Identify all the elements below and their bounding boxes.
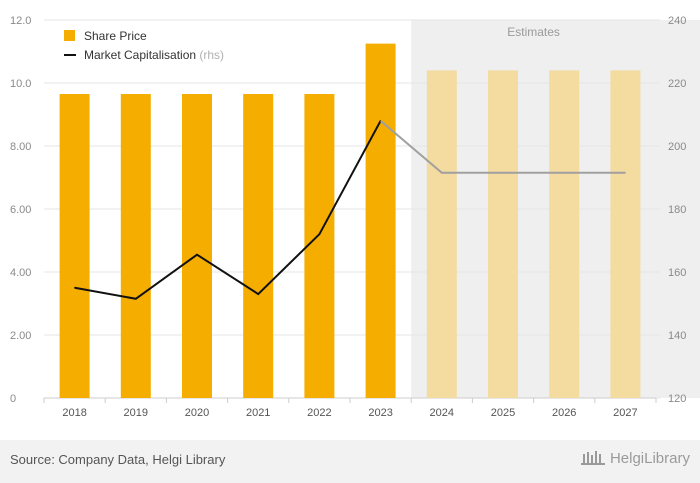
market-cap-point-2018 <box>74 287 76 289</box>
bar-2026 <box>549 70 580 399</box>
bar-2020 <box>182 94 212 399</box>
bar-2018 <box>59 94 90 399</box>
market-cap-line-actual <box>74 120 382 300</box>
legend-swatch-share-price <box>64 30 75 41</box>
market-cap-point-2019 <box>135 298 137 300</box>
market-cap-point-2027 <box>624 172 626 174</box>
y-left-tick-label: 6.00 <box>10 204 31 216</box>
y-right-tick-label: 120 <box>668 393 686 405</box>
x-tick-label: 2018 <box>62 407 86 419</box>
bar-2027 <box>610 70 641 399</box>
estimates-label: Estimates <box>507 25 560 39</box>
legend-rhs-note: (rhs) <box>199 48 224 62</box>
bar-2021 <box>243 94 274 399</box>
market-cap-point-2025 <box>502 172 504 174</box>
y-right-tick-label: 240 <box>668 15 686 27</box>
bar-2023 <box>365 43 396 398</box>
bar-2019 <box>120 94 151 399</box>
source-note: Source: Company Data, Helgi Library <box>10 452 226 467</box>
legend-label-share-price: Share Price <box>84 29 147 43</box>
x-tick-label: 2027 <box>613 407 637 419</box>
brand-logo: HelgiLibrary <box>580 449 690 467</box>
y-left-tick-label: 12.0 <box>10 15 31 27</box>
bar-2025 <box>488 70 518 399</box>
brand-name: HelgiLibrary <box>609 449 690 467</box>
y-left-tick-label: 2.00 <box>10 330 31 342</box>
y-left-tick-label: 8.00 <box>10 141 31 153</box>
bar-2022 <box>304 94 335 399</box>
y-left-tick-label: 0 <box>10 393 16 405</box>
library-icon <box>580 451 605 465</box>
x-tick-label: 2019 <box>124 407 148 419</box>
market-cap-point-2022 <box>318 233 320 235</box>
market-cap-point-2020 <box>196 254 198 256</box>
market-cap-point-2026 <box>563 172 565 174</box>
x-tick-label: 2025 <box>491 407 515 419</box>
y-right-tick-label: 200 <box>668 141 686 153</box>
market-cap-point-2024 <box>441 172 443 174</box>
combo-chart: Estimates 0 120 2.00 140 4.00 160 6.00 180 8.00 20… <box>10 15 700 419</box>
bar-2024 <box>426 70 457 399</box>
legend-label-market-cap: Market Capitalisation (rhs) <box>84 48 224 62</box>
footer: Source: Company Data, Helgi Library Helg… <box>0 440 700 483</box>
y-right-tick-label: 180 <box>668 204 686 216</box>
x-tick-label: 2023 <box>368 407 392 419</box>
market-cap-point-2023 <box>380 120 382 122</box>
x-tick-label: 2021 <box>246 407 270 419</box>
y-left-tick-label: 4.00 <box>10 267 31 279</box>
x-tick-label: 2024 <box>430 407 454 419</box>
market-cap-point-2021 <box>257 293 259 295</box>
y-left-tick-label: 10.0 <box>10 78 31 90</box>
x-tick-label: 2026 <box>552 407 576 419</box>
x-tick-label: 2020 <box>185 407 209 419</box>
y-right-tick-label: 220 <box>668 78 686 90</box>
y-right-tick-label: 160 <box>668 267 686 279</box>
y-right-tick-label: 140 <box>668 330 686 342</box>
x-tick-label: 2022 <box>307 407 331 419</box>
